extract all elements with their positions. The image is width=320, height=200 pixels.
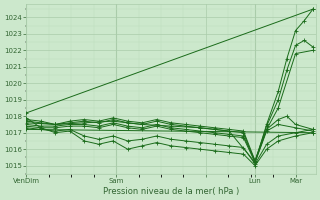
X-axis label: Pression niveau de la mer( hPa ): Pression niveau de la mer( hPa ) [103, 187, 239, 196]
